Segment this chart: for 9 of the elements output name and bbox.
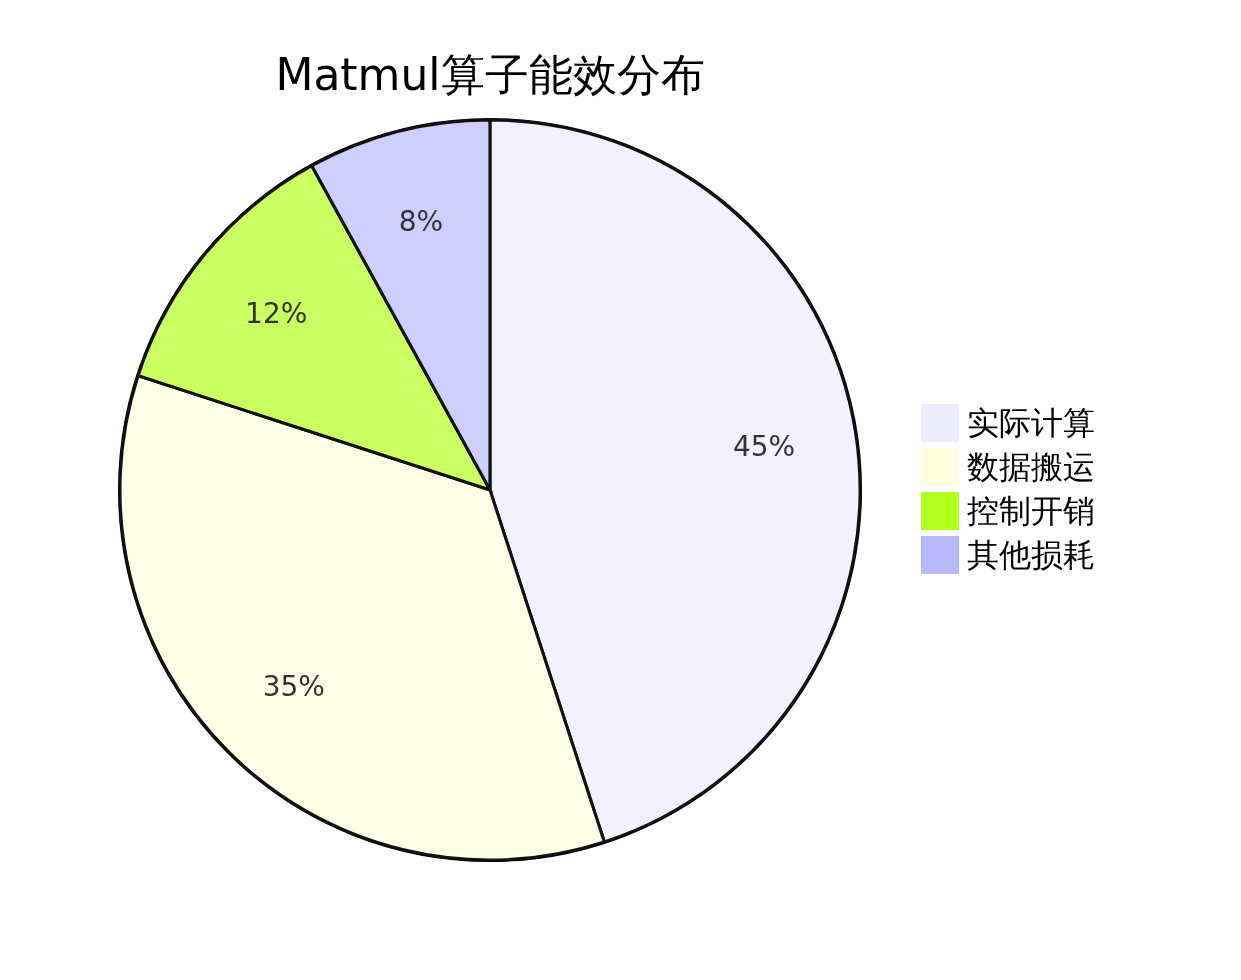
legend-label: 控制开销	[967, 492, 1095, 530]
data-label: 35%	[262, 670, 325, 704]
data-label: 8%	[398, 205, 444, 239]
legend-label: 数据搬运	[967, 448, 1095, 486]
data-label: 12%	[245, 296, 308, 330]
legend-label: 实际计算	[967, 404, 1095, 442]
chart-title: Matmul算子能效分布	[275, 49, 705, 100]
data-label: 45%	[732, 430, 796, 464]
legend-label: 其他损耗	[967, 536, 1095, 574]
